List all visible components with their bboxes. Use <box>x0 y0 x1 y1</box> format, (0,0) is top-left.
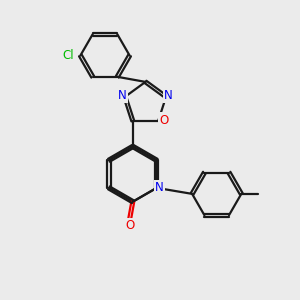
Text: Cl: Cl <box>62 49 74 62</box>
Text: O: O <box>160 114 169 127</box>
Text: N: N <box>164 88 173 101</box>
Text: N: N <box>155 182 164 194</box>
Text: O: O <box>125 219 134 232</box>
Text: N: N <box>118 88 127 101</box>
